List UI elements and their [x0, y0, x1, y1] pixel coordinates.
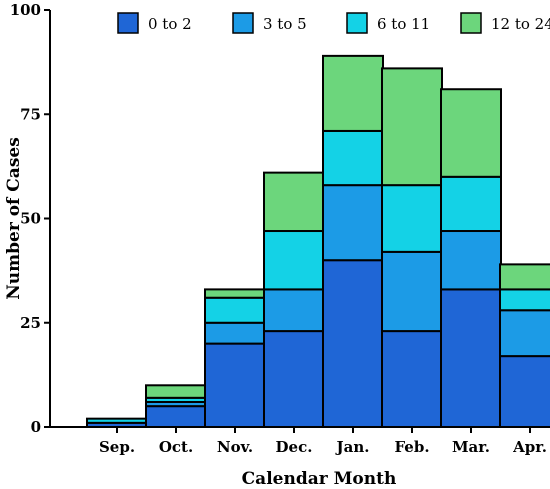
- legend-swatch: [117, 12, 139, 34]
- y-tick-label: 25: [20, 314, 41, 332]
- bar-segment-nov-series-1: [204, 321, 266, 345]
- bar-segment-dec-series-0: [263, 330, 325, 428]
- legend-label: 0 to 2: [148, 15, 192, 33]
- legend-swatch: [460, 12, 482, 34]
- bar-segment-jan-series-3: [322, 54, 384, 132]
- bar-segment-nov-series-0: [204, 342, 266, 429]
- bar-segment-feb-series-2: [381, 184, 443, 253]
- x-tick-label: Dec.: [276, 438, 313, 456]
- bar-segment-dec-series-3: [263, 171, 325, 233]
- y-tick-label: 100: [10, 1, 41, 19]
- x-tick-label: Apr.: [512, 438, 547, 456]
- y-tick-label: 0: [31, 418, 41, 436]
- legend-label: 12 to 24: [491, 15, 550, 33]
- bar-segment-oct-series-3: [145, 384, 207, 399]
- bar-segment-apr-series-0: [499, 355, 550, 428]
- legend-label: 3 to 5: [263, 15, 307, 33]
- bar-segment-jan-series-1: [322, 184, 384, 262]
- x-tick-label: Oct.: [159, 438, 193, 456]
- bar-segment-jan-series-0: [322, 259, 384, 429]
- x-tick-label: Sep.: [99, 438, 135, 456]
- legend-swatch: [232, 12, 254, 34]
- x-tick-label: Jan.: [335, 438, 370, 456]
- bar-segment-nov-series-2: [204, 296, 266, 324]
- bar-segment-dec-series-1: [263, 288, 325, 333]
- bar-segment-nov-series-3: [204, 288, 266, 299]
- bar-segment-jan-series-2: [322, 129, 384, 187]
- legend-label: 6 to 11: [377, 15, 430, 33]
- y-axis-title: Number of Cases: [4, 137, 24, 300]
- bar-segment-mar-series-1: [440, 230, 502, 291]
- bar-segment-feb-series-0: [381, 330, 443, 428]
- x-tick-label: Mar.: [452, 438, 490, 456]
- bar-segment-dec-series-2: [263, 230, 325, 291]
- y-tick-label: 75: [20, 105, 41, 123]
- bar-segment-oct-series-0: [145, 405, 207, 428]
- bars-group: [86, 54, 550, 429]
- x-tick-label: Nov.: [217, 438, 253, 456]
- bar-segment-mar-series-2: [440, 175, 502, 233]
- legend-swatch: [346, 12, 368, 34]
- legend: 0 to 2 3 to 5 6 to 11 12 to 24: [117, 12, 550, 34]
- axes-group: 0 25 50 75 100 Sep. Oct. Nov. Dec. Jan. Feb. Mar. Ap…: [10, 1, 548, 456]
- bar-segment-apr-series-2: [499, 288, 550, 312]
- bar-segment-apr-series-3: [499, 263, 550, 291]
- bar-segment-feb-series-3: [381, 67, 443, 187]
- bar-segment-feb-series-1: [381, 250, 443, 333]
- bar-segment-sep-series-2: [86, 417, 148, 424]
- bar-segment-mar-series-3: [440, 88, 502, 178]
- x-tick-label: Feb.: [394, 438, 429, 456]
- bar-segment-apr-series-1: [499, 309, 550, 358]
- y-tick-label: 50: [20, 210, 41, 228]
- x-axis-title: Calendar Month: [242, 469, 397, 489]
- bar-segment-mar-series-0: [440, 288, 502, 429]
